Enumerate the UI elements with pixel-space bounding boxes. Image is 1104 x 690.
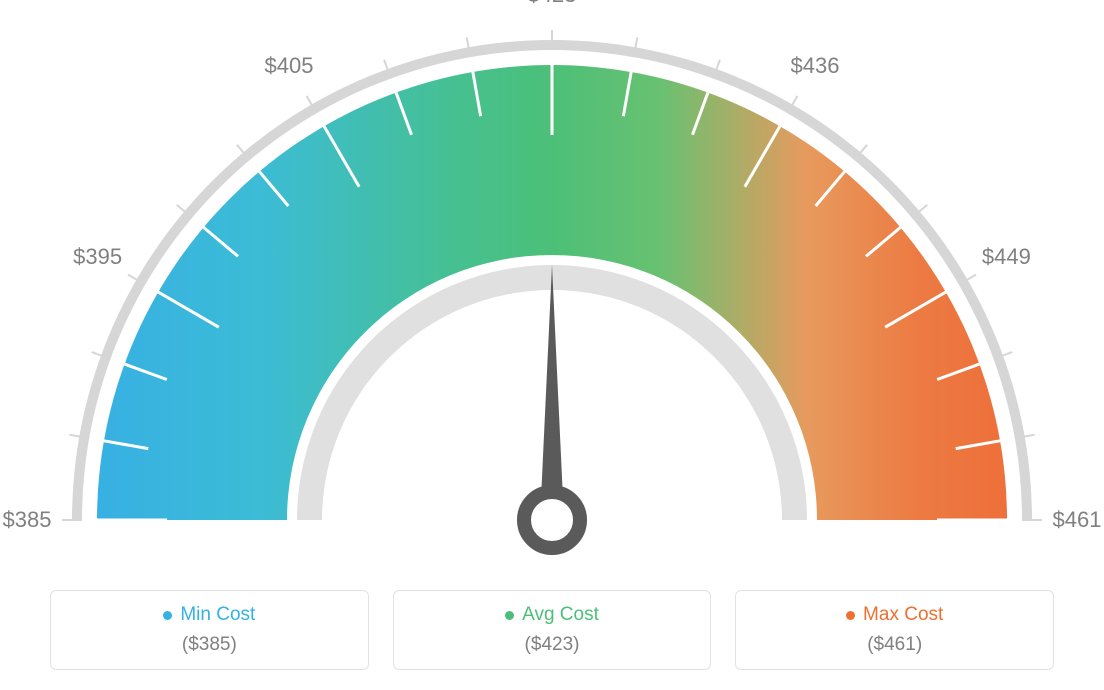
legend-label-avg: Avg Cost [522, 604, 599, 626]
legend-title-avg: Avg Cost [505, 604, 599, 626]
legend-label-min: Min Cost [180, 604, 255, 626]
legend-card-min: Min Cost ($385) [50, 590, 369, 670]
legend-value-avg: ($423) [525, 634, 580, 656]
gauge-area: $385 $395 $405 $423 $436 $449 $461 [0, 0, 1104, 560]
gauge-tick-label: $405 [265, 53, 314, 79]
legend-card-max: Max Cost ($461) [735, 590, 1054, 670]
gauge-tick-label: $423 [528, 0, 577, 8]
legend-dot-max [846, 611, 855, 620]
gauge-tick-label: $461 [1053, 507, 1102, 533]
legend-title-min: Min Cost [163, 604, 255, 626]
legend-dot-avg [505, 611, 514, 620]
legend-value-min: ($385) [182, 634, 237, 656]
legend-card-avg: Avg Cost ($423) [393, 590, 712, 670]
gauge-tick-label: $436 [790, 53, 839, 79]
cost-gauge-chart: { "gauge": { "type": "gauge", "center_x"… [0, 0, 1104, 690]
legend-dot-min [163, 611, 172, 620]
gauge-tick-label: $395 [73, 244, 122, 270]
gauge-tick-label: $385 [3, 507, 52, 533]
gauge-tick-label: $449 [982, 244, 1031, 270]
legend-title-max: Max Cost [846, 604, 943, 626]
gauge-svg [0, 0, 1104, 560]
legend-value-max: ($461) [867, 634, 922, 656]
legend-label-max: Max Cost [863, 604, 943, 626]
legend-row: Min Cost ($385) Avg Cost ($423) Max Cost… [0, 580, 1104, 690]
